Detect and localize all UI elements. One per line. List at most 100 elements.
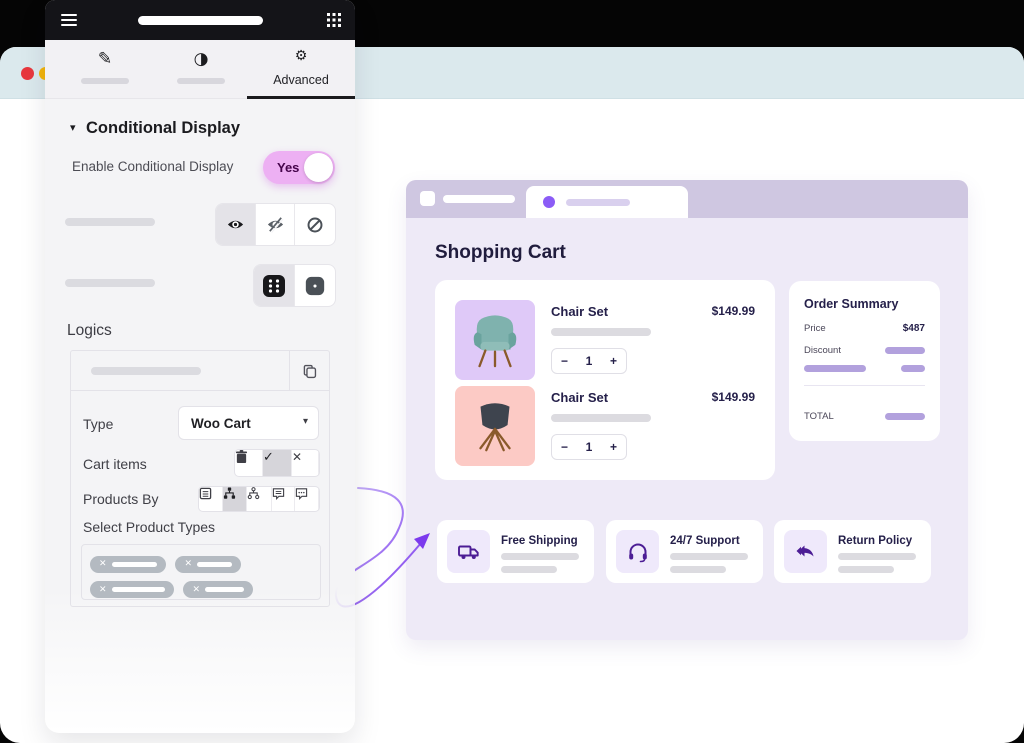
check-icon: ✓: [263, 450, 274, 465]
feature-label: Return Policy: [838, 535, 913, 547]
enable-toggle[interactable]: Yes: [263, 151, 335, 184]
product-title: Chair Set: [551, 390, 609, 405]
feature-label: 24/7 Support: [670, 535, 740, 547]
quantity-stepper[interactable]: − 1 +: [551, 434, 627, 460]
product-description-placeholder: [551, 414, 651, 422]
sitemap-outline-icon: [247, 487, 260, 500]
cart-item: Chair Set − 1 + $149.99: [455, 386, 755, 466]
type-select[interactable]: Woo Cart ▾: [178, 406, 319, 440]
comment-lines-icon: [272, 488, 284, 500]
cancel-condition-button[interactable]: ✕: [292, 450, 319, 476]
collapse-caret-icon[interactable]: ▾: [70, 121, 76, 134]
section-title: Conditional Display: [86, 119, 241, 137]
quantity-decrease-button[interactable]: −: [561, 354, 569, 368]
product-type-chip[interactable]: ✕: [175, 555, 242, 573]
chevron-down-icon: ▾: [302, 416, 308, 427]
hamburger-menu-icon[interactable]: [61, 14, 77, 26]
feature-text-placeholder: [670, 566, 726, 573]
show-option-button[interactable]: [216, 204, 256, 245]
active-tab-underline: [247, 96, 355, 99]
order-summary-title: Order Summary: [804, 297, 899, 311]
quantity-stepper[interactable]: − 1 +: [551, 348, 627, 374]
quantity-increase-button[interactable]: +: [609, 354, 617, 368]
logic-name-input[interactable]: [71, 351, 329, 391]
layout-button-group: [253, 264, 336, 307]
single-item-option-button[interactable]: [295, 265, 336, 306]
tab-favicon-dot: [543, 196, 555, 208]
feature-label: Free Shipping: [501, 535, 578, 547]
quantity-value: 1: [585, 440, 593, 454]
return-arrow-icon: [784, 530, 827, 573]
logics-title: Logics: [67, 322, 112, 339]
hide-option-button[interactable]: [256, 204, 296, 245]
product-price: $149.99: [711, 390, 755, 404]
tab-advanced[interactable]: ⚙ Advanced: [265, 40, 337, 99]
cart-item: Chair Set − 1 + $149.99: [455, 300, 755, 380]
category-outline-option-button[interactable]: [247, 487, 272, 511]
delete-condition-button[interactable]: [235, 450, 263, 476]
gear-icon: ⚙: [294, 48, 308, 64]
discount-label: Discount: [804, 345, 841, 356]
cart-items-button-group: ✓ ✕: [234, 449, 320, 477]
type-select-value: Woo Cart: [191, 416, 251, 431]
chip-text-placeholder: [111, 561, 157, 567]
feature-text-placeholder: [501, 553, 579, 560]
chip-remove-icon[interactable]: ✕: [99, 584, 107, 595]
product-type-chip[interactable]: ✕: [90, 555, 166, 573]
panel-tabbar: ✎ ◑ ⚙ Advanced: [45, 40, 355, 99]
apps-grid-icon[interactable]: [327, 13, 341, 32]
panel-header: [45, 0, 355, 40]
category-filled-option-button[interactable]: [222, 487, 248, 511]
tab-style[interactable]: ◑: [165, 40, 237, 99]
field-label-placeholder: [65, 218, 155, 226]
multi-item-option-button[interactable]: [254, 265, 295, 306]
total-value-placeholder: [885, 413, 925, 420]
sitemap-filled-icon: [223, 487, 235, 499]
summary-price-row: Price $487: [804, 323, 925, 334]
select-product-types-label: Select Product Types: [83, 519, 216, 535]
product-title: Chair Set: [551, 304, 609, 319]
browser-active-tab[interactable]: [526, 186, 688, 218]
teal-chair-illustration: [473, 315, 517, 368]
browser-preview: Shopping Cart Chair Set − 1: [406, 180, 968, 640]
duplicate-logic-button[interactable]: [289, 351, 329, 391]
chip-remove-icon[interactable]: ✕: [99, 559, 107, 569]
feature-text-placeholder: [501, 566, 557, 573]
confirm-condition-button[interactable]: ✓: [263, 450, 292, 476]
quantity-increase-button[interactable]: +: [609, 440, 617, 454]
trash-icon: [235, 450, 248, 464]
tag-outline-option-button[interactable]: [295, 487, 319, 511]
dice-one-icon: [305, 276, 324, 295]
comment-outline-icon: [296, 488, 308, 500]
tab-content[interactable]: ✎: [69, 40, 141, 99]
products-by-button-group: [198, 486, 320, 512]
extra-label-placeholder: [804, 365, 866, 372]
cart-card: Chair Set − 1 + $149.99 Chair Set: [435, 280, 775, 480]
tab-title-placeholder: [566, 199, 630, 206]
quantity-decrease-button[interactable]: −: [561, 440, 569, 454]
order-summary-card: Order Summary Price $487 Discount TOTAL: [789, 281, 940, 441]
product-type-chip[interactable]: ✕: [90, 581, 174, 598]
feature-card-support: 24/7 Support: [606, 520, 763, 583]
truck-icon: [447, 530, 490, 573]
product-description-placeholder: [551, 328, 651, 336]
eye-off-icon: [267, 217, 284, 233]
product-types-multiselect[interactable]: ✕ ✕ ✕ ✕: [81, 544, 321, 600]
chip-remove-icon[interactable]: ✕: [192, 584, 200, 595]
summary-extra-row: [804, 365, 925, 372]
visibility-button-group: [215, 203, 336, 246]
discount-value-placeholder: [885, 347, 925, 354]
tag-comment-option-button[interactable]: [272, 487, 296, 511]
chip-remove-icon[interactable]: ✕: [184, 559, 192, 569]
feature-card-return-policy: Return Policy: [774, 520, 931, 583]
ban-icon: [307, 217, 323, 232]
product-type-chip[interactable]: ✕: [183, 581, 254, 598]
product-price: $149.99: [711, 304, 755, 318]
panel-title-placeholder: [138, 16, 263, 25]
extra-value-placeholder: [901, 365, 925, 372]
type-label: Type: [83, 416, 114, 432]
none-option-button[interactable]: [295, 204, 335, 245]
products-list-option-button[interactable]: [199, 487, 223, 511]
contrast-icon: ◑: [193, 49, 209, 69]
traffic-light-close-button[interactable]: [21, 67, 34, 80]
